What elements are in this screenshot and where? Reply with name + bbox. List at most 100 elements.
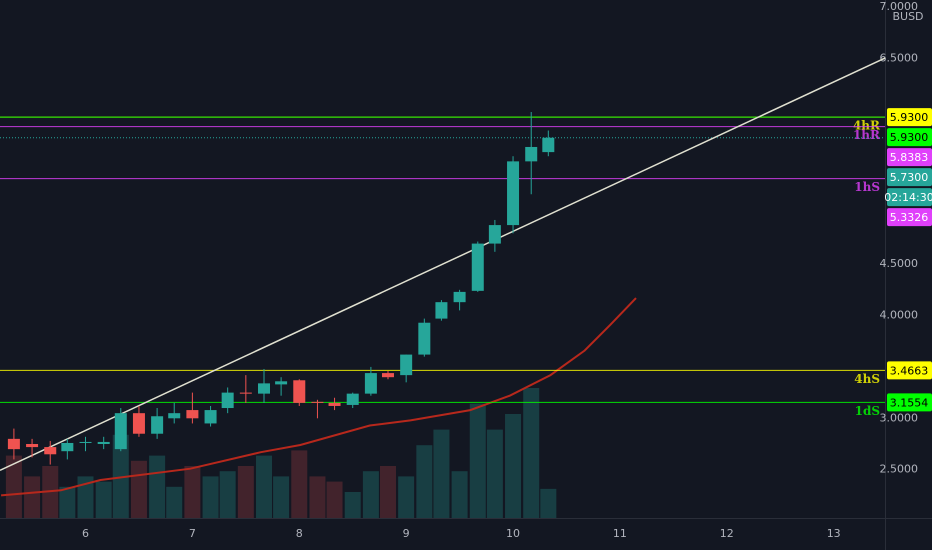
volume-bar — [451, 471, 468, 518]
candle-body — [151, 416, 164, 434]
candle-body — [381, 373, 394, 378]
volume-bar — [486, 429, 503, 518]
candle-body — [97, 441, 110, 444]
y-tick-label: 2.5000 — [880, 463, 919, 476]
price-tag-label: 5.9300 — [890, 131, 929, 144]
moving-average — [1, 297, 637, 497]
candle-body — [488, 225, 501, 244]
price-tag-label: 5.7300 — [890, 171, 929, 184]
y-tick-label: 6.5000 — [880, 52, 919, 65]
volume-bar — [398, 476, 415, 518]
volume-bar — [362, 471, 379, 518]
candle-body — [26, 444, 39, 448]
x-tick-label: 6 — [82, 527, 89, 540]
price-tag-label: 3.4663 — [890, 364, 929, 377]
volume-bar — [149, 455, 166, 518]
volume-bar — [505, 414, 522, 518]
volume-bar — [24, 476, 41, 518]
x-tick-label: 7 — [189, 527, 196, 540]
candle-body — [221, 392, 234, 409]
x-tick-label: 13 — [827, 527, 841, 540]
price-tag — [887, 108, 932, 127]
price-tag — [887, 148, 932, 167]
candle-body — [400, 354, 413, 376]
candle-body — [258, 383, 271, 394]
price-tag — [887, 393, 932, 412]
trend-line — [0, 57, 886, 471]
volume-bar — [273, 476, 290, 518]
volume-bar — [166, 486, 183, 518]
currency-label: BUSD — [892, 10, 923, 23]
volume-bar — [237, 466, 254, 518]
level-name: 4hR — [853, 119, 881, 133]
price-tag — [887, 208, 932, 227]
candle-body — [132, 413, 145, 434]
price-tag-label: 5.8383 — [890, 151, 929, 164]
candle-body — [507, 161, 520, 226]
volume-bar — [59, 486, 76, 518]
volume-bar — [469, 403, 486, 518]
volume-bar — [77, 476, 94, 518]
candle-body — [79, 441, 92, 443]
candle-body — [204, 410, 217, 424]
volume-bar — [309, 476, 326, 518]
candle-body — [275, 381, 288, 385]
volume-bar — [95, 481, 112, 518]
volume-bar — [112, 434, 129, 518]
volume-bar — [540, 488, 557, 518]
volume-bar — [433, 429, 450, 518]
level-name: 1hS — [854, 180, 880, 194]
price-tag — [887, 168, 932, 187]
level-name: 1hR — [853, 128, 881, 142]
volume-bar — [291, 450, 308, 518]
volume-bar — [379, 466, 396, 518]
x-tick-label: 8 — [296, 527, 303, 540]
volume-bar — [326, 481, 343, 518]
candle-body — [186, 410, 199, 419]
x-tick-label: 10 — [506, 527, 520, 540]
volume-bar — [416, 445, 433, 518]
candle-body — [525, 146, 538, 162]
price-tag-label: 5.9300 — [890, 111, 929, 124]
volume-bar — [523, 388, 540, 518]
candle-body — [311, 401, 324, 403]
price-tag — [887, 188, 932, 207]
volume-bar — [256, 455, 273, 518]
candle-body — [293, 380, 306, 403]
volume-bar — [184, 466, 201, 518]
candle-body — [364, 373, 377, 394]
volume-bar — [5, 455, 22, 518]
candle-body — [61, 442, 74, 452]
candle-body — [44, 447, 57, 455]
price-tag-label: 5.3326 — [890, 211, 929, 224]
price-tag-label: 02:14:30 — [884, 191, 932, 204]
y-tick-label: 7.0000 — [880, 0, 919, 13]
y-tick-label: 3.0000 — [880, 411, 919, 424]
candle-body — [453, 291, 466, 303]
level-name: 4hS — [854, 372, 880, 386]
candle-body — [328, 402, 341, 406]
volume-bar — [344, 492, 361, 518]
y-tick-label: 4.5000 — [880, 257, 919, 270]
candle-body — [542, 137, 555, 153]
candle-body — [471, 243, 484, 291]
price-tag-label: 3.1554 — [890, 396, 929, 409]
candle-body — [418, 322, 431, 355]
price-tag — [887, 128, 932, 147]
candle-body — [239, 392, 252, 394]
x-tick-label: 11 — [613, 527, 627, 540]
x-tick-label: 9 — [403, 527, 410, 540]
volume-bar — [202, 476, 219, 518]
candle-body — [7, 438, 20, 450]
level-name: 1dS — [855, 404, 880, 418]
candle-body — [114, 413, 127, 450]
y-tick-label: 4.0000 — [880, 309, 919, 322]
volume-bar — [130, 460, 147, 518]
x-tick-label: 12 — [720, 527, 734, 540]
volume-bar — [219, 471, 236, 518]
candle-body — [168, 413, 181, 419]
price-tag — [887, 361, 932, 380]
candle-body — [346, 393, 359, 405]
